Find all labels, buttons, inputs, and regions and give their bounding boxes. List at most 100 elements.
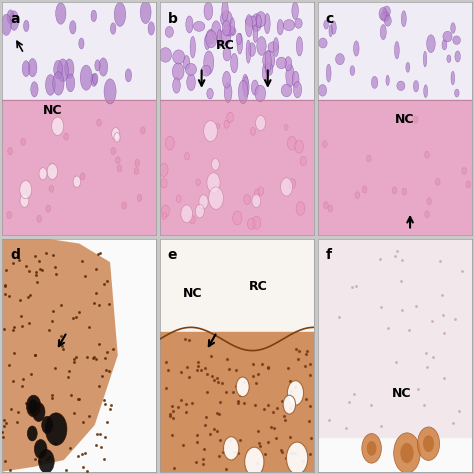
Ellipse shape (281, 84, 292, 97)
Circle shape (27, 426, 37, 441)
Ellipse shape (54, 60, 63, 79)
Ellipse shape (80, 65, 92, 90)
Ellipse shape (386, 75, 389, 85)
Ellipse shape (394, 41, 399, 59)
Ellipse shape (257, 36, 266, 55)
Ellipse shape (125, 69, 132, 82)
Circle shape (207, 173, 220, 192)
Ellipse shape (159, 47, 172, 62)
Ellipse shape (237, 33, 243, 54)
Ellipse shape (55, 3, 66, 24)
Ellipse shape (222, 20, 230, 36)
Circle shape (322, 141, 327, 147)
Ellipse shape (397, 81, 405, 91)
Ellipse shape (285, 56, 292, 71)
Circle shape (176, 195, 181, 202)
Ellipse shape (46, 74, 55, 95)
Circle shape (181, 205, 192, 223)
Circle shape (162, 212, 166, 219)
Text: a: a (10, 12, 19, 26)
Ellipse shape (372, 76, 378, 89)
Ellipse shape (165, 27, 173, 37)
Circle shape (211, 158, 219, 170)
Ellipse shape (319, 84, 327, 96)
Ellipse shape (140, 1, 151, 24)
Circle shape (287, 137, 296, 150)
Circle shape (227, 112, 233, 122)
Ellipse shape (204, 34, 210, 50)
Circle shape (425, 211, 429, 218)
Ellipse shape (91, 10, 97, 22)
Circle shape (33, 402, 45, 421)
Ellipse shape (104, 79, 116, 104)
Ellipse shape (148, 22, 155, 35)
Circle shape (255, 115, 265, 131)
Ellipse shape (255, 85, 265, 102)
Ellipse shape (253, 25, 258, 43)
Ellipse shape (204, 51, 214, 74)
Circle shape (122, 202, 127, 209)
Ellipse shape (1, 14, 11, 36)
Circle shape (196, 179, 200, 185)
Text: RC: RC (249, 280, 268, 293)
Circle shape (245, 447, 264, 474)
Ellipse shape (451, 71, 455, 85)
Bar (160, 100, 314, 235)
Circle shape (362, 186, 367, 193)
Circle shape (39, 449, 54, 473)
Circle shape (52, 117, 64, 136)
Ellipse shape (401, 11, 406, 27)
Ellipse shape (277, 19, 283, 35)
Ellipse shape (286, 64, 294, 87)
Bar (160, 239, 314, 344)
Circle shape (392, 187, 397, 194)
Ellipse shape (7, 10, 14, 24)
Circle shape (28, 399, 38, 415)
Circle shape (185, 153, 190, 160)
Ellipse shape (64, 59, 74, 79)
Ellipse shape (79, 38, 84, 49)
Bar (160, 2, 314, 100)
Circle shape (135, 159, 140, 166)
Ellipse shape (243, 77, 249, 97)
Ellipse shape (265, 50, 271, 73)
Circle shape (281, 178, 292, 196)
Ellipse shape (451, 23, 456, 33)
Ellipse shape (173, 50, 185, 64)
Circle shape (258, 187, 264, 195)
Ellipse shape (236, 33, 242, 45)
Ellipse shape (219, 29, 231, 46)
Ellipse shape (187, 74, 195, 91)
Ellipse shape (185, 64, 197, 75)
Ellipse shape (110, 23, 116, 34)
Circle shape (21, 138, 26, 146)
Ellipse shape (53, 72, 64, 95)
Circle shape (8, 147, 12, 155)
Circle shape (20, 181, 32, 199)
Ellipse shape (190, 36, 195, 58)
Circle shape (296, 202, 305, 215)
Ellipse shape (273, 37, 279, 56)
Ellipse shape (222, 0, 228, 21)
Ellipse shape (283, 19, 295, 31)
Ellipse shape (264, 13, 270, 34)
Ellipse shape (201, 65, 211, 76)
Circle shape (394, 433, 420, 473)
Ellipse shape (206, 31, 217, 48)
Ellipse shape (57, 59, 68, 82)
Ellipse shape (70, 21, 76, 34)
Circle shape (224, 120, 229, 128)
Circle shape (244, 194, 250, 205)
Text: b: b (168, 12, 178, 26)
Circle shape (46, 413, 67, 446)
Ellipse shape (326, 64, 331, 82)
Ellipse shape (423, 51, 427, 67)
Ellipse shape (292, 71, 299, 88)
Ellipse shape (292, 2, 299, 19)
Bar (318, 100, 472, 235)
Circle shape (199, 195, 208, 209)
Ellipse shape (91, 74, 97, 86)
Circle shape (284, 125, 288, 130)
Circle shape (287, 381, 303, 405)
Circle shape (413, 116, 418, 123)
